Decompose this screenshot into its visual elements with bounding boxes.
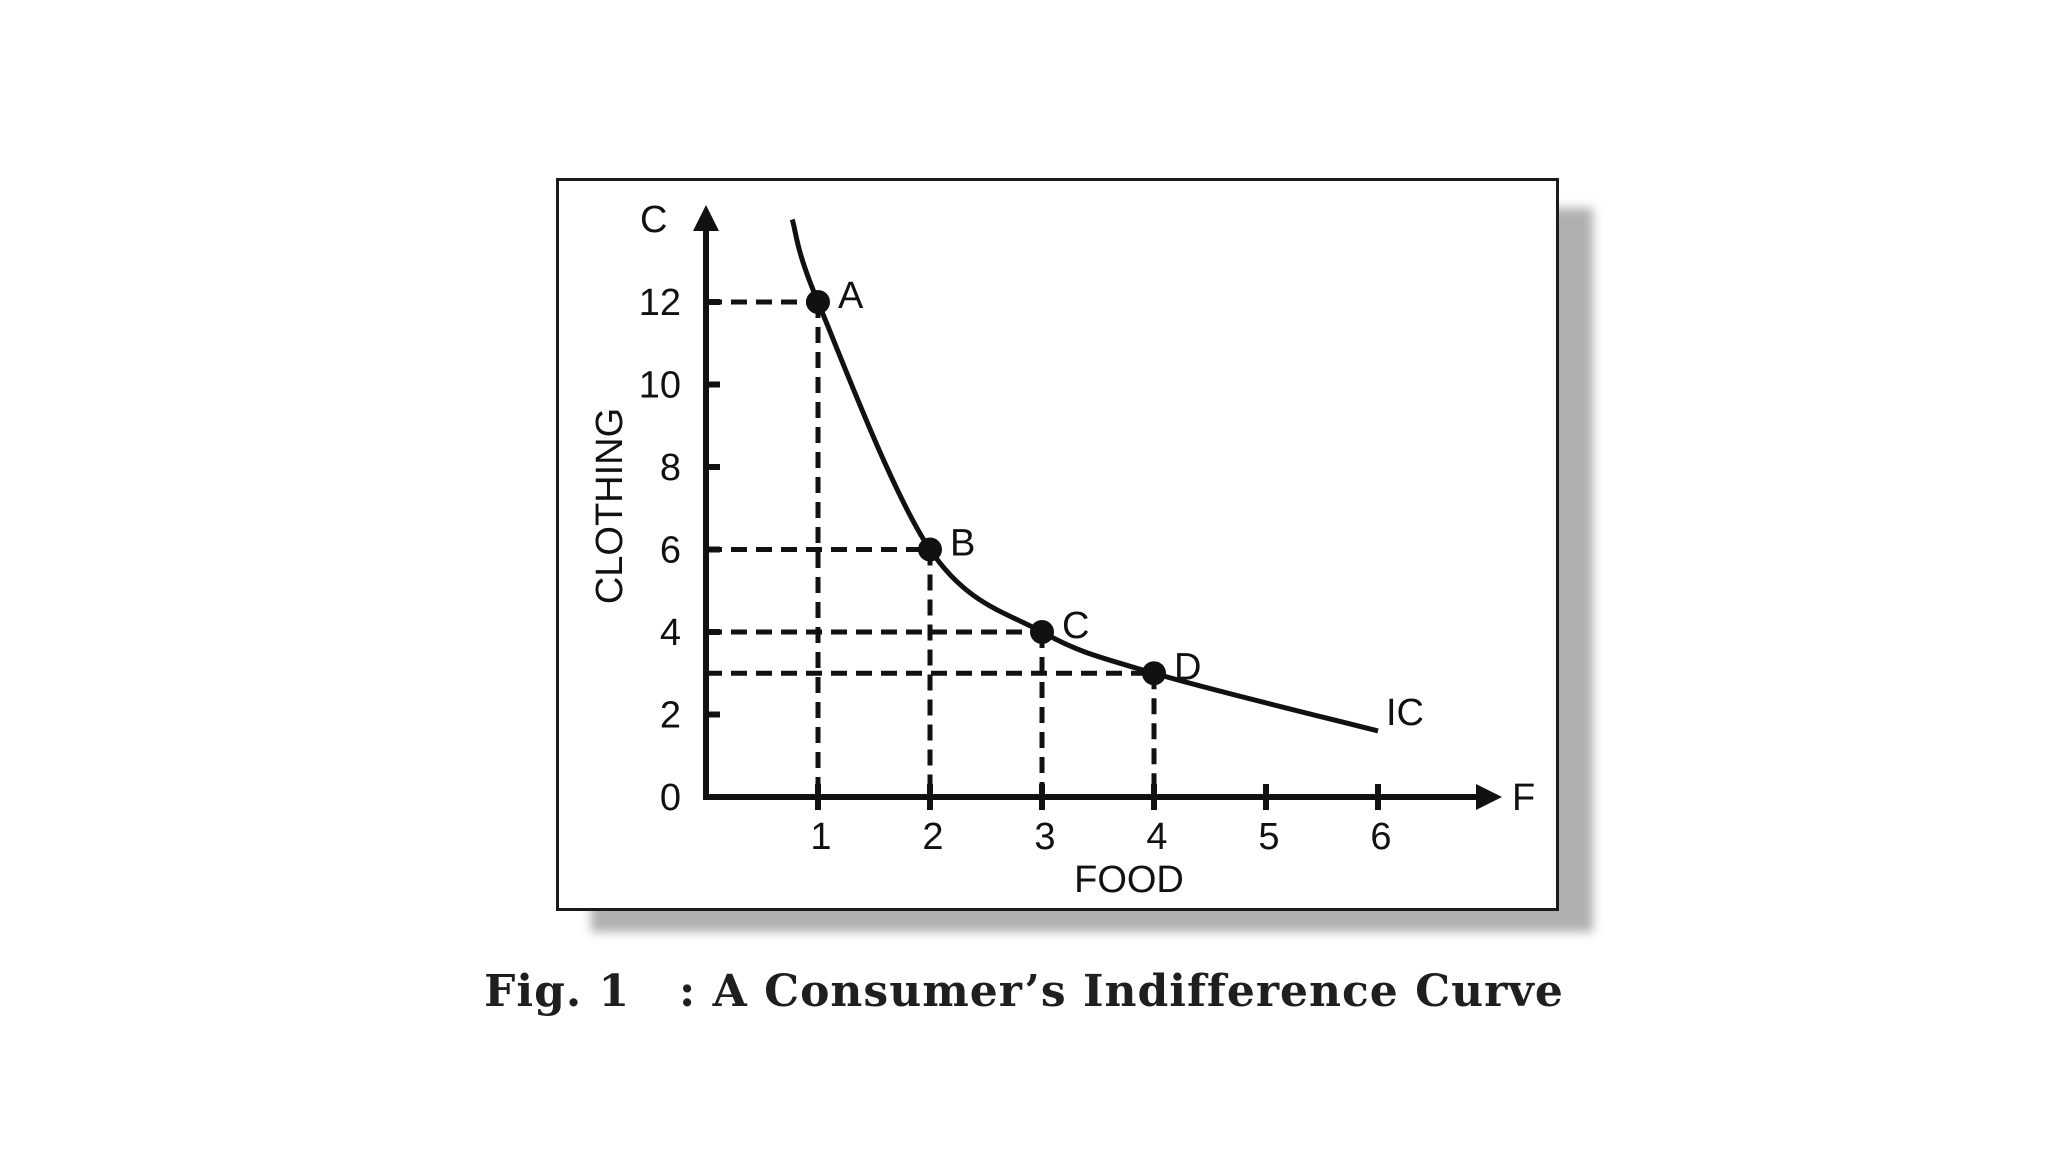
y-tick-label-0: 0 — [660, 777, 681, 819]
x-tick-label-5: 5 — [1258, 816, 1279, 858]
y-axis-title: CLOTHING — [589, 408, 631, 604]
y-tick-label-4: 4 — [660, 612, 681, 654]
point-C — [1030, 620, 1054, 644]
series-label-ic: IC — [1386, 692, 1424, 734]
x-tick-label-2: 2 — [922, 816, 943, 858]
y-axis-end-label: C — [640, 199, 667, 241]
figure-caption: Fig. 1 : A Consumer’s Indifference Curve — [484, 966, 1564, 1017]
y-axis-arrow-icon — [693, 205, 719, 231]
x-axis-title: FOOD — [1074, 859, 1184, 901]
x-axis-arrow-icon — [1476, 784, 1502, 810]
x-tick-label-1: 1 — [810, 816, 831, 858]
y-tick-label-12: 12 — [639, 282, 681, 324]
point-label-D: D — [1174, 646, 1201, 688]
indifference-curve-line — [789, 218, 1379, 734]
y-tick-label-2: 2 — [660, 695, 681, 737]
point-label-C: C — [1062, 605, 1089, 647]
y-tick-label-6: 6 — [660, 530, 681, 572]
x-tick-label-3: 3 — [1034, 816, 1055, 858]
x-axis-end-label: F — [1512, 777, 1535, 819]
figure-frame — [556, 178, 1559, 911]
point-label-B: B — [950, 523, 975, 565]
point-B — [918, 537, 942, 562]
y-tick-label-10: 10 — [639, 365, 681, 407]
point-label-A: A — [838, 275, 864, 317]
y-tick-label-8: 8 — [660, 447, 681, 489]
x-tick-label-4: 4 — [1146, 816, 1167, 858]
x-tick-label-6: 6 — [1370, 816, 1391, 858]
point-A — [806, 290, 830, 314]
point-D — [1142, 661, 1166, 686]
